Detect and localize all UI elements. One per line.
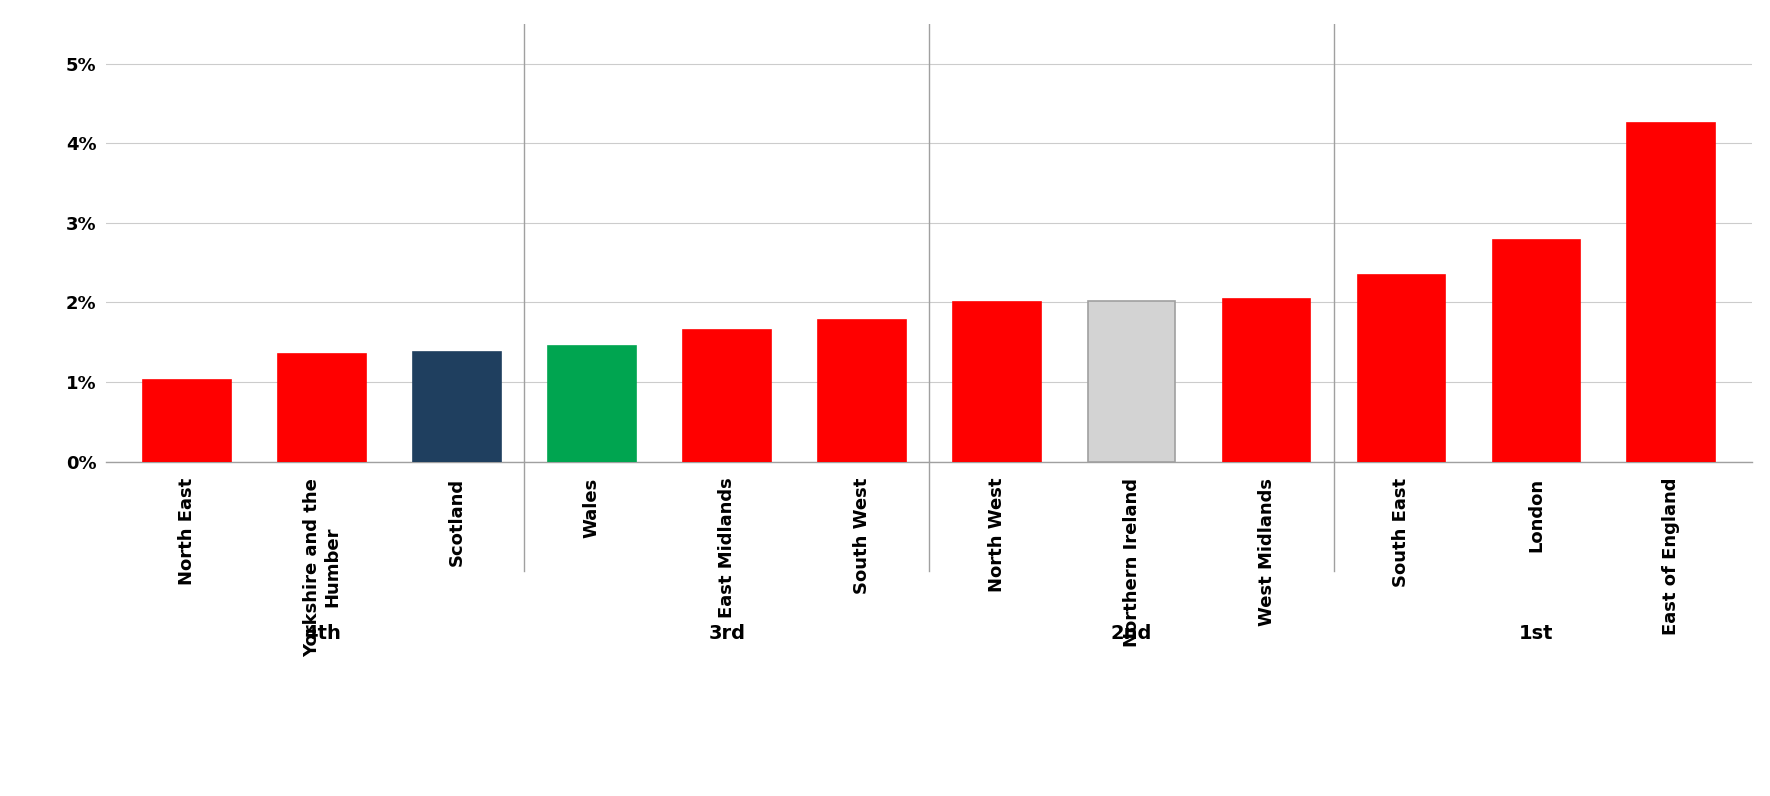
Bar: [1358, 275, 1446, 462]
Bar: [1089, 301, 1175, 462]
Bar: [412, 352, 501, 462]
Bar: [278, 354, 366, 462]
Text: 4th: 4th: [304, 624, 340, 642]
Bar: [1223, 298, 1310, 462]
Text: 1st: 1st: [1519, 624, 1554, 642]
Bar: [952, 302, 1041, 462]
Text: 3rd: 3rd: [708, 624, 745, 642]
Bar: [818, 320, 906, 462]
Bar: [1627, 123, 1715, 462]
Bar: [683, 330, 770, 462]
Bar: [1492, 240, 1581, 462]
Bar: [549, 346, 635, 462]
Text: 2nd: 2nd: [1112, 624, 1152, 642]
Bar: [143, 380, 232, 462]
